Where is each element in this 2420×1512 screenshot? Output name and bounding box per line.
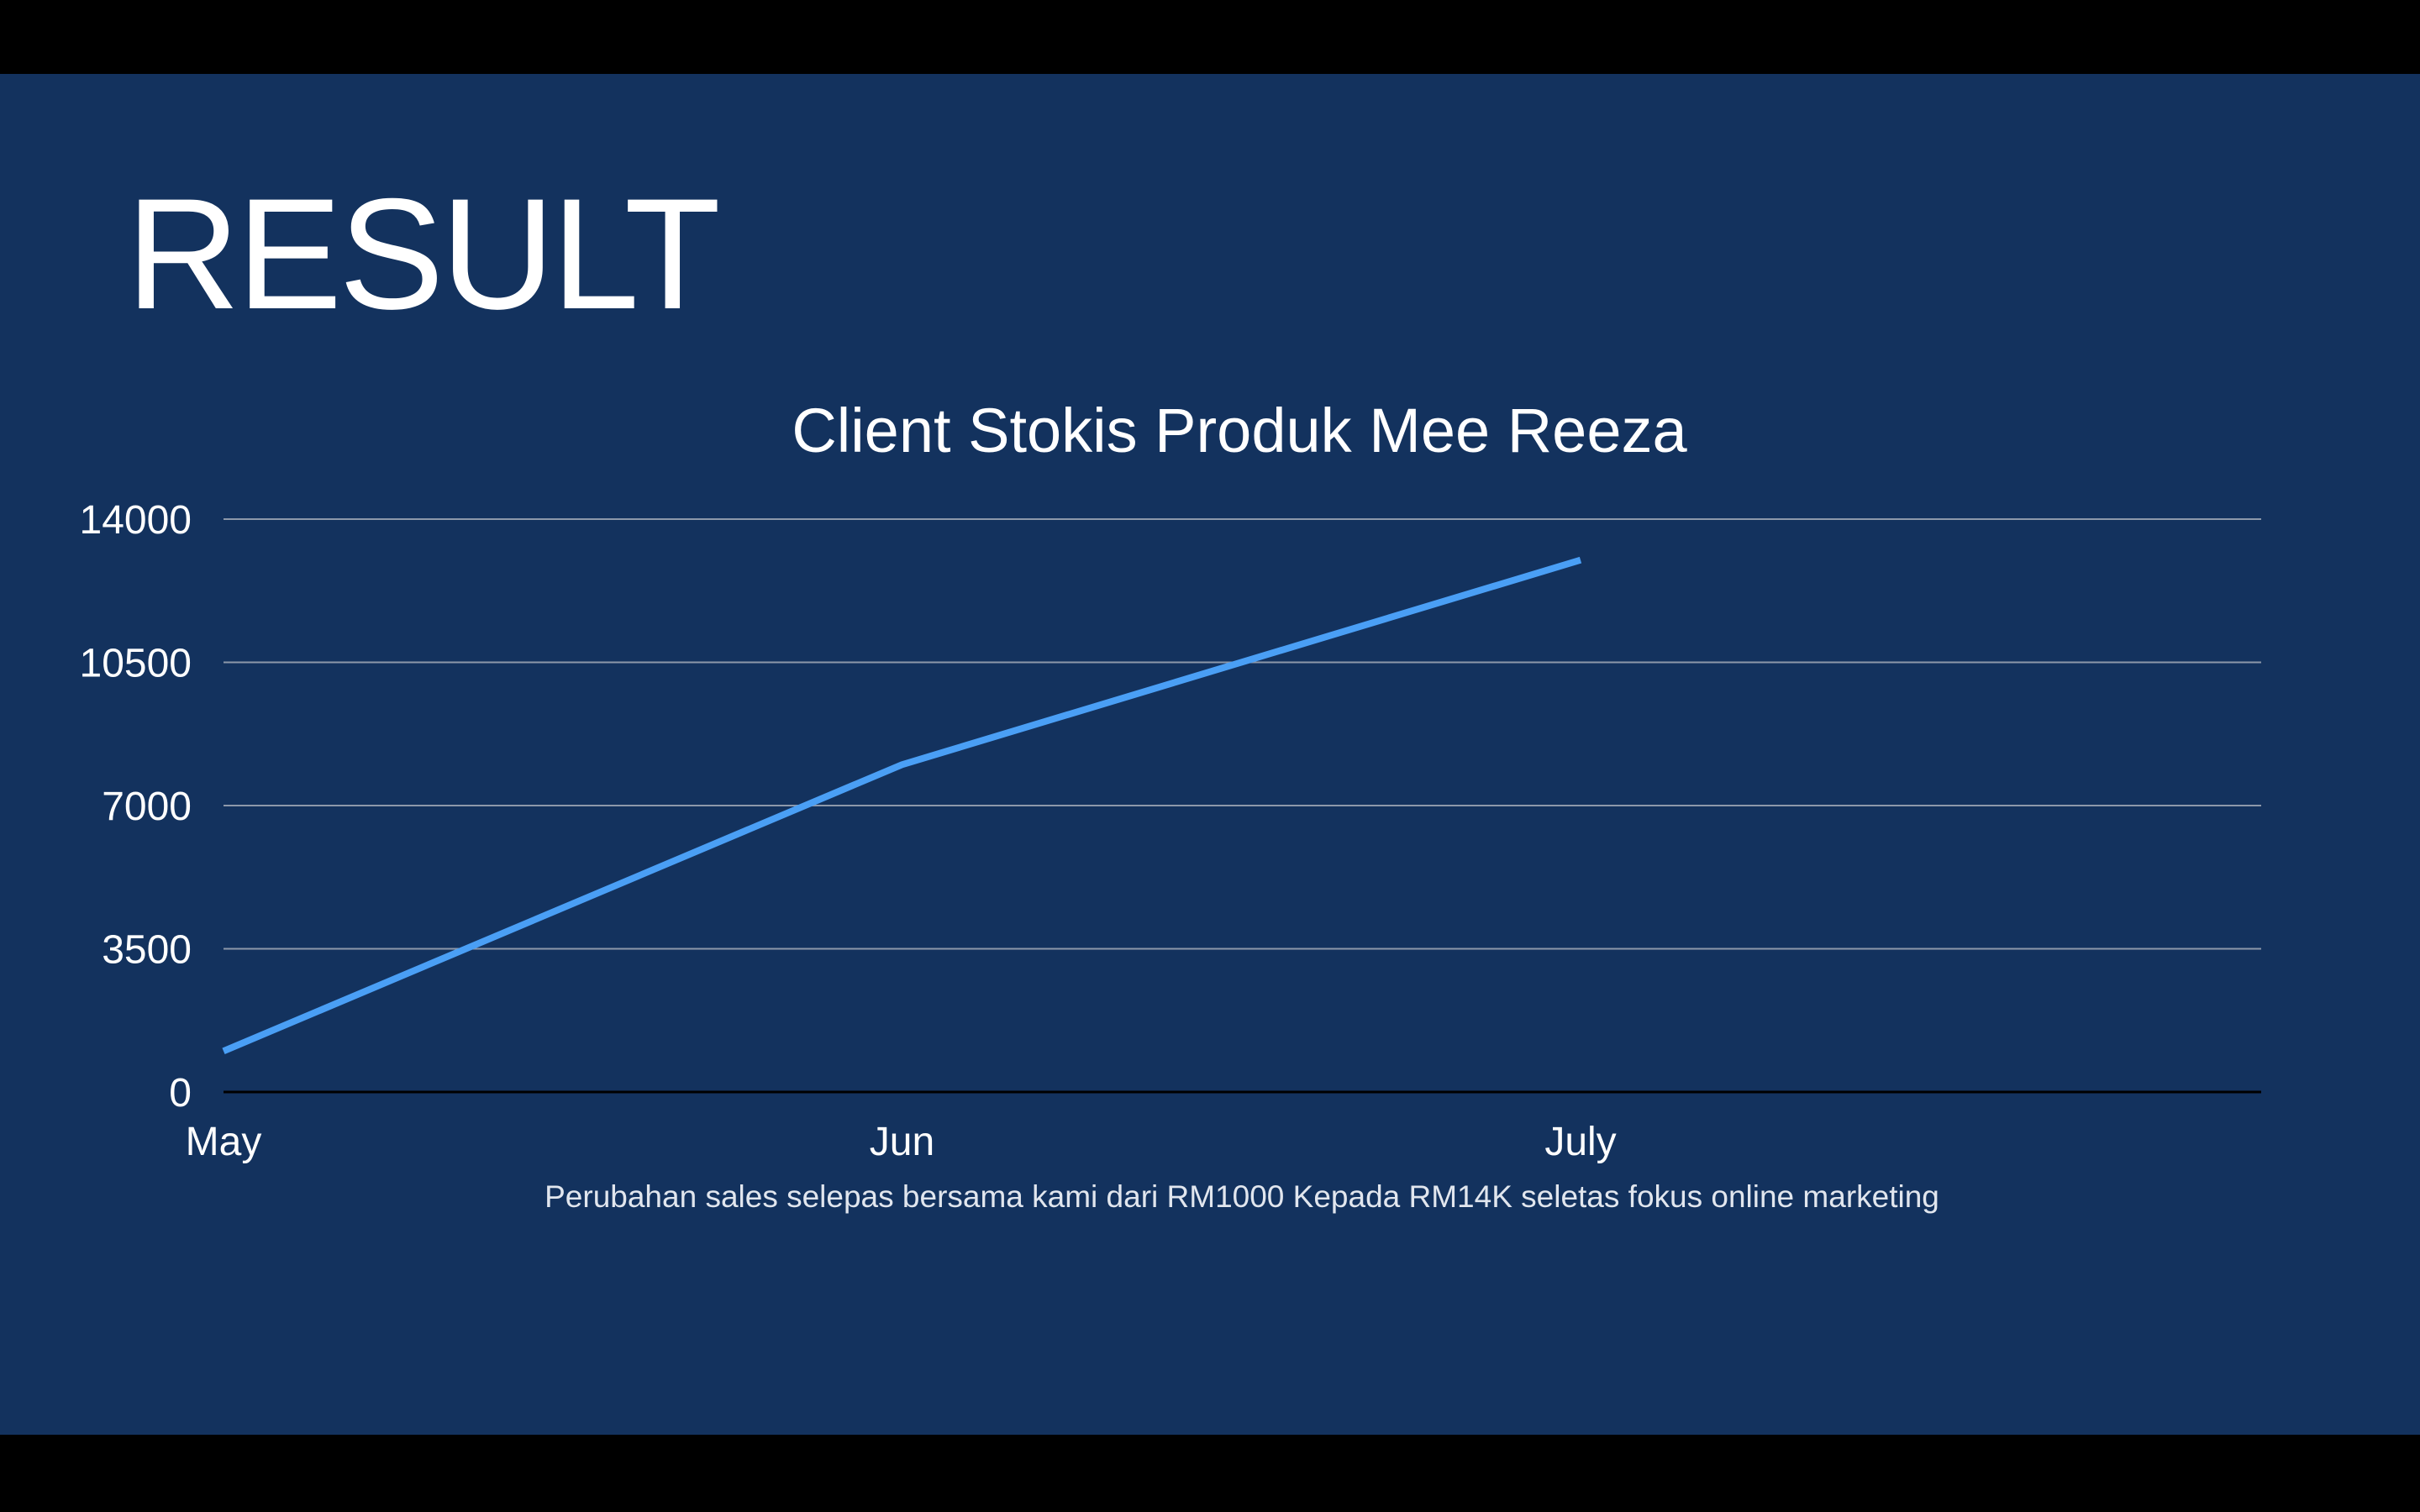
x-tick-label: July [1544, 1120, 1616, 1164]
y-tick-label: 0 [169, 1071, 192, 1116]
x-tick-label: Jun [870, 1120, 934, 1164]
y-tick-label: 10500 [80, 642, 192, 686]
x-tick-label: May [186, 1120, 262, 1164]
y-tick-label: 7000 [102, 785, 192, 829]
chart-caption: Perubahan sales selepas bersama kami dar… [544, 1179, 1939, 1214]
slide-title: RESULT [126, 165, 721, 342]
chart-title: Client Stokis Produk Mee Reeza [792, 396, 1687, 465]
y-tick-label: 3500 [102, 928, 192, 973]
slide: RESULT [0, 74, 2420, 1435]
y-tick-label: 14000 [80, 498, 192, 543]
